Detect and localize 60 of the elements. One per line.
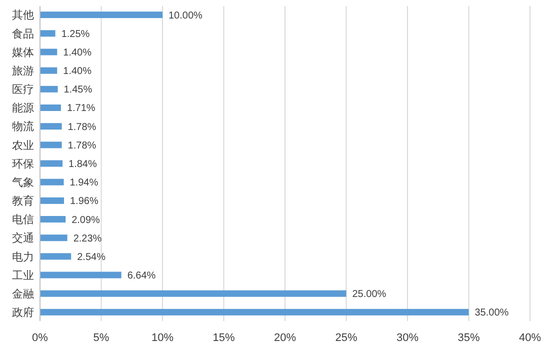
bar: [40, 272, 122, 278]
data-label: 1.71%: [66, 103, 96, 114]
x-tick-label: 20%: [274, 332, 296, 344]
data-label: 2.23%: [73, 233, 102, 244]
x-tick-label: 35%: [458, 332, 480, 344]
bar: [40, 253, 72, 260]
y-tick-label: 媒体: [12, 46, 34, 59]
data-label: 6.64%: [127, 270, 156, 282]
data-label: 1.40%: [63, 47, 92, 58]
y-tick-label: 教育: [12, 194, 34, 208]
data-label: 1.96%: [70, 196, 98, 208]
data-label: 2.54%: [77, 252, 106, 263]
data-label: 1.78%: [68, 122, 96, 133]
bar: [40, 216, 66, 223]
data-label: 35.00%: [474, 308, 509, 319]
data-label: 1.45%: [64, 84, 92, 96]
bar: [40, 86, 58, 92]
y-tick-label: 医疗: [12, 83, 34, 96]
bar: [40, 234, 68, 242]
data-label: 1.40%: [63, 66, 92, 78]
bar: [40, 142, 62, 148]
y-tick-label: 金融: [12, 288, 34, 300]
y-tick-label: 农业: [12, 138, 34, 152]
data-label: 10.00%: [168, 10, 203, 22]
bar: [40, 197, 64, 204]
y-tick-label: 电力: [12, 250, 34, 264]
bar: [40, 104, 61, 111]
bar: [40, 178, 64, 186]
x-tick-label: 40%: [518, 332, 542, 344]
x-tick-label: 15%: [212, 332, 235, 344]
x-tick-label: 5%: [93, 332, 110, 344]
x-tick-label: 30%: [396, 332, 419, 344]
bar: [40, 290, 346, 297]
y-tick-label: 交通: [12, 232, 34, 245]
x-tick-label: 0%: [32, 332, 48, 344]
y-tick-label: 电信: [12, 213, 34, 226]
bar: [40, 30, 56, 37]
y-tick-label: 旅游: [12, 64, 34, 78]
data-label: 1.78%: [68, 140, 96, 152]
data-label: 1.94%: [70, 178, 98, 189]
y-tick-label: 其他: [12, 8, 34, 22]
y-tick-label: 能源: [12, 102, 34, 115]
bar: [40, 67, 58, 74]
data-label: 1.84%: [68, 159, 98, 170]
data-label: 2.09%: [72, 214, 100, 226]
bar: [40, 308, 469, 316]
y-tick-label: 食品: [12, 28, 34, 40]
y-tick-label: 环保: [12, 158, 34, 170]
bar: [40, 123, 62, 130]
x-tick-label: 25%: [335, 332, 358, 344]
bar: [40, 12, 162, 18]
y-tick-label: 气象: [12, 176, 34, 189]
x-tick-label: 10%: [151, 332, 174, 344]
bar: [40, 48, 58, 56]
y-tick-label: 政府: [12, 306, 34, 320]
bar: [40, 160, 63, 167]
y-tick-label: 物流: [12, 120, 34, 134]
y-tick-label: 工业: [12, 268, 34, 282]
data-label: 25.00%: [352, 289, 386, 300]
data-label: 1.25%: [61, 28, 90, 40]
